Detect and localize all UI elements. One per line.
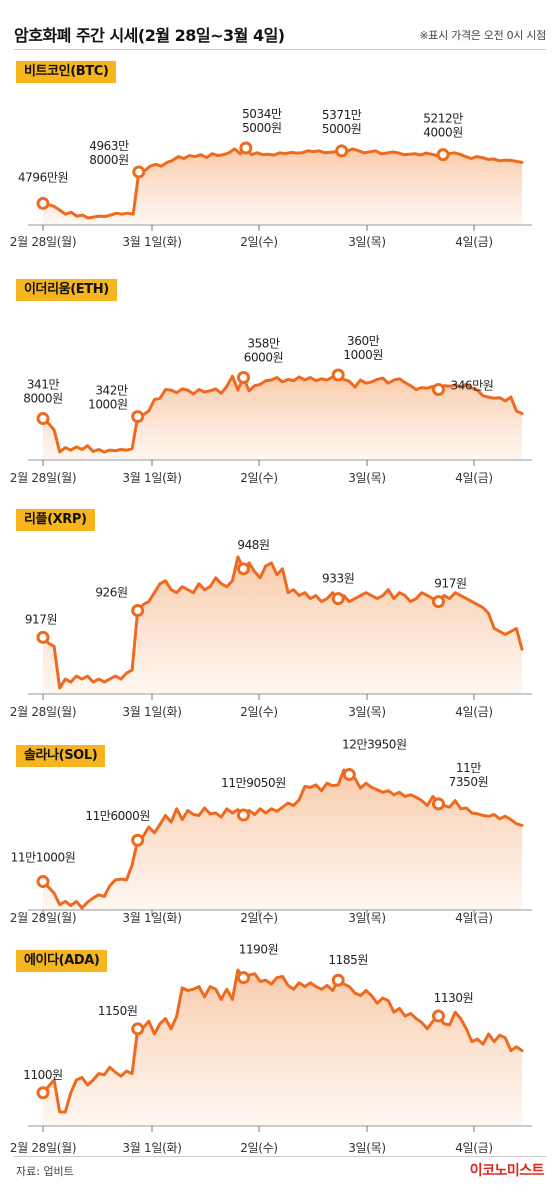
top-divider	[14, 49, 546, 50]
price-marker-2-0	[36, 630, 50, 644]
price-marker-0-0	[36, 196, 50, 210]
price-marker-0-2	[239, 141, 253, 155]
panel-label-eth: 이더리움(ETH)	[16, 279, 117, 301]
price-marker-0-4	[436, 148, 450, 162]
price-label-4-4: 1130원	[434, 991, 474, 1005]
price-label-1-2: 358만 6000원	[244, 337, 284, 365]
price-marker-3-1	[131, 833, 145, 847]
price-marker-2-4	[431, 595, 445, 609]
price-label-2-0: 917원	[25, 612, 57, 626]
price-marker-4-4	[431, 1009, 445, 1023]
source-note: 자료: 업비트	[16, 1165, 74, 1178]
price-label-1-4: 346만원	[450, 378, 493, 392]
price-label-3-3: 12만3950원	[342, 738, 407, 752]
x-tick-label-4-2: 2일(수)	[240, 1141, 278, 1155]
x-tick-label-4-3: 3일(목)	[348, 1141, 386, 1155]
x-tick-label-1-4: 4일(금)	[455, 471, 493, 485]
x-tick-label-3-3: 3일(목)	[348, 911, 386, 925]
price-time-note: ※표시 가격은 오전 0시 시점	[419, 29, 546, 42]
x-tick-label-0-1: 3월 1일(화)	[122, 235, 181, 249]
x-tick-label-0-4: 4일(금)	[455, 235, 493, 249]
price-marker-2-2	[237, 562, 251, 576]
price-label-4-0: 1100원	[23, 1068, 63, 1082]
x-tick-label-1-0: 2월 28일(월)	[10, 471, 77, 485]
area-fill-2	[43, 556, 522, 694]
x-tick-label-2-4: 4일(금)	[455, 705, 493, 719]
x-tick-label-2-3: 3일(목)	[348, 705, 386, 719]
price-marker-4-0	[36, 1086, 50, 1100]
price-label-1-3: 360만 1000원	[343, 334, 383, 362]
price-marker-4-1	[131, 1022, 145, 1036]
price-marker-3-0	[36, 875, 50, 889]
x-tick-label-1-1: 3월 1일(화)	[122, 471, 181, 485]
x-tick-label-1-2: 2일(수)	[240, 471, 278, 485]
area-fill-3	[43, 770, 522, 910]
price-label-2-3: 933원	[322, 572, 354, 586]
panel-label-sol: 솔라나(SOL)	[16, 745, 106, 767]
price-label-2-4: 917원	[434, 577, 466, 591]
price-label-2-2: 948원	[237, 538, 269, 552]
price-label-0-4: 5212만 4000원	[423, 112, 463, 140]
price-marker-3-3	[342, 768, 356, 782]
price-marker-2-1	[131, 604, 145, 618]
price-marker-1-3	[331, 368, 345, 382]
panel-label-xrp: 리플(XRP)	[16, 509, 95, 531]
price-label-0-0: 4796만원	[18, 170, 68, 184]
price-marker-1-4	[431, 382, 445, 396]
price-label-3-4: 11만 7350원	[449, 761, 489, 789]
x-tick-label-0-0: 2월 28일(월)	[10, 235, 77, 249]
chart-title: 암호화폐 주간 시세(2월 28일~3월 4일)	[14, 26, 285, 45]
x-tick-label-1-3: 3일(목)	[348, 471, 386, 485]
area-fill-0	[43, 148, 522, 225]
x-tick-label-4-1: 3월 1일(화)	[122, 1141, 181, 1155]
x-tick-label-4-0: 2월 28일(월)	[10, 1141, 77, 1155]
price-label-3-1: 11만6000원	[85, 809, 150, 823]
price-label-2-1: 926원	[95, 586, 127, 600]
price-marker-1-1	[131, 410, 145, 424]
price-marker-0-1	[132, 165, 146, 179]
price-label-0-3: 5371만 5000원	[322, 108, 362, 136]
price-marker-2-3	[331, 592, 345, 606]
price-marker-3-4	[431, 797, 445, 811]
price-marker-3-2	[237, 808, 251, 822]
price-label-4-3: 1185원	[328, 953, 368, 967]
price-marker-1-2	[237, 371, 251, 384]
x-tick-label-3-2: 2일(수)	[240, 911, 278, 925]
price-label-0-1: 4963만 8000원	[89, 139, 129, 167]
x-tick-label-0-3: 3일(목)	[348, 235, 386, 249]
x-tick-label-4-4: 4일(금)	[455, 1141, 493, 1155]
panel-label-ada: 에이다(ADA)	[16, 950, 108, 972]
price-label-4-1: 1150원	[98, 1004, 138, 1018]
price-label-1-0: 341만 8000원	[23, 378, 63, 406]
x-tick-label-3-4: 4일(금)	[455, 911, 493, 925]
x-tick-label-3-1: 3월 1일(화)	[122, 911, 181, 925]
price-marker-4-3	[331, 973, 345, 987]
x-tick-label-2-1: 3월 1일(화)	[122, 705, 181, 719]
area-fill-4	[43, 970, 522, 1126]
panel-label-btc: 비트코인(BTC)	[16, 61, 117, 83]
price-marker-1-0	[36, 412, 50, 426]
x-tick-label-3-0: 2월 28일(월)	[10, 911, 77, 925]
x-tick-label-2-2: 2일(수)	[240, 705, 278, 719]
price-marker-4-2	[237, 971, 251, 985]
price-label-3-2: 11만9050원	[221, 776, 286, 790]
bottom-divider	[14, 1156, 546, 1157]
price-marker-0-3	[335, 144, 349, 158]
x-tick-label-2-0: 2월 28일(월)	[10, 705, 77, 719]
x-tick-label-0-2: 2일(수)	[240, 235, 278, 249]
price-label-0-2: 5034만 5000원	[242, 107, 282, 135]
price-label-3-0: 11만1000원	[11, 851, 76, 865]
price-label-4-2: 1190원	[239, 943, 279, 957]
brand-logo: 이코노미스트	[469, 1163, 545, 1179]
price-label-1-1: 342만 1000원	[88, 384, 128, 412]
